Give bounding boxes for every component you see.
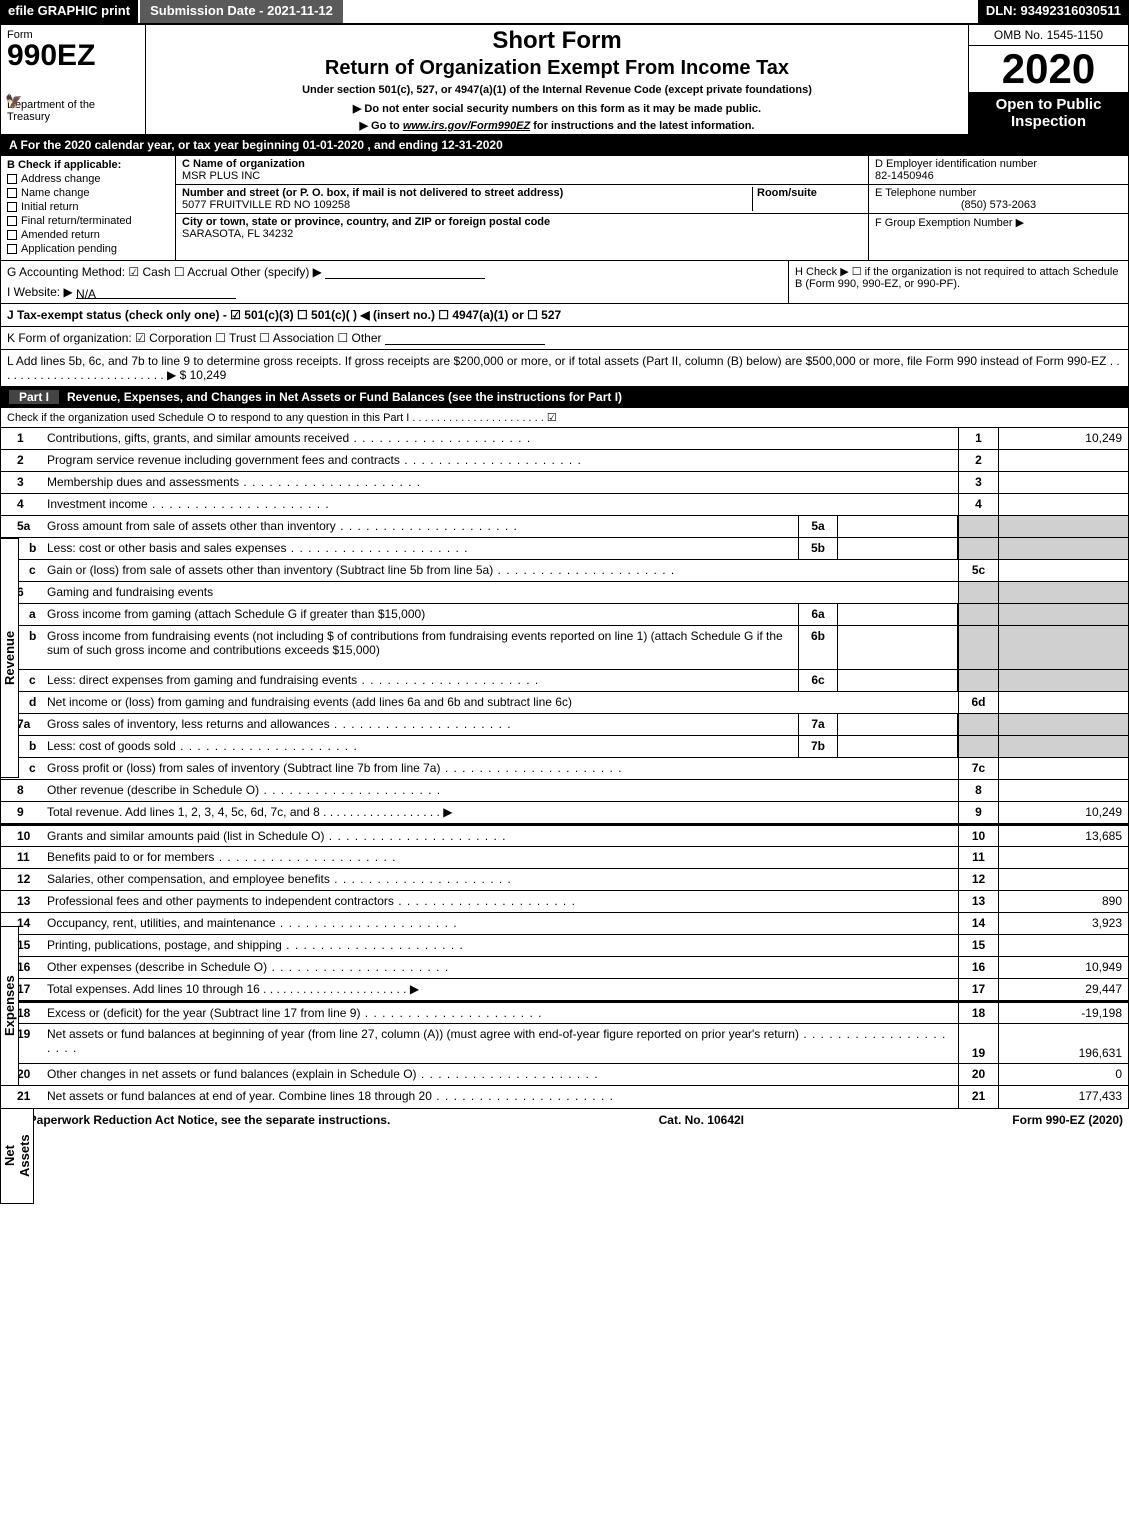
section-b: B Check if applicable: Address change Na… bbox=[1, 156, 176, 260]
header-right: OMB No. 1545-1150 2020 Open to Public In… bbox=[968, 25, 1128, 134]
phone-value: (850) 573-2063 bbox=[875, 199, 1122, 211]
line-7a: 7aGross sales of inventory, less returns… bbox=[1, 714, 1128, 736]
section-c: C Name of organization MSR PLUS INC Numb… bbox=[176, 156, 868, 260]
open-to-public: Open to Public Inspection bbox=[969, 92, 1128, 134]
org-name: MSR PLUS INC bbox=[182, 170, 260, 182]
gross-receipts-value: 10,249 bbox=[190, 368, 227, 382]
subtitle-ssn-warning: ▶ Do not enter social security numbers o… bbox=[152, 102, 962, 115]
form-ref: Form 990-EZ (2020) bbox=[1012, 1113, 1123, 1127]
department-label: Department of the Treasury bbox=[7, 99, 139, 123]
line-4: 4Investment income4 bbox=[1, 494, 1128, 516]
form-number: 990EZ bbox=[7, 41, 139, 71]
line-6a: aGross income from gaming (attach Schedu… bbox=[1, 604, 1128, 626]
line-6d: dNet income or (loss) from gaming and fu… bbox=[1, 692, 1128, 714]
accounting-method-label: G Accounting Method: bbox=[7, 265, 125, 279]
group-exemption-label: F Group Exemption Number ▶ bbox=[875, 217, 1024, 229]
accounting-method-opts: ☑ Cash ☐ Accrual Other (specify) ▶ bbox=[128, 265, 321, 279]
expenses-label: Expenses bbox=[0, 926, 19, 1086]
netassets-label: Net Assets bbox=[0, 1108, 34, 1204]
line-13: 13Professional fees and other payments t… bbox=[1, 891, 1128, 913]
chk-amended-return[interactable]: Amended return bbox=[7, 229, 169, 241]
section-gh: G Accounting Method: ☑ Cash ☐ Accrual Ot… bbox=[0, 261, 1129, 304]
tax-period-bar: A For the 2020 calendar year, or tax yea… bbox=[0, 135, 1129, 156]
chk-name-change[interactable]: Name change bbox=[7, 187, 169, 199]
goto-post: for instructions and the latest informat… bbox=[530, 120, 754, 132]
goto-pre: ▶ Go to bbox=[360, 120, 403, 132]
line-10: 10Grants and similar amounts paid (list … bbox=[1, 824, 1128, 847]
line-2: 2Program service revenue including gover… bbox=[1, 450, 1128, 472]
paperwork-notice: For Paperwork Reduction Act Notice, see … bbox=[6, 1113, 390, 1127]
tax-year: 2020 bbox=[969, 46, 1128, 92]
info-grid: B Check if applicable: Address change Na… bbox=[0, 156, 1129, 261]
line-1: 1Contributions, gifts, grants, and simil… bbox=[1, 428, 1128, 450]
line-5c: cGain or (loss) from sale of assets othe… bbox=[1, 560, 1128, 582]
submission-date: Submission Date - 2021-11-12 bbox=[140, 0, 343, 23]
room-label: Room/suite bbox=[757, 187, 817, 199]
efile-print-button[interactable]: efile GRAPHIC print bbox=[0, 0, 140, 23]
part-i-table: Revenue Expenses Net Assets 1Contributio… bbox=[0, 428, 1129, 1109]
line-6c: cLess: direct expenses from gaming and f… bbox=[1, 670, 1128, 692]
line-18: 18Excess or (deficit) for the year (Subt… bbox=[1, 1001, 1128, 1024]
part-i-check-row: Check if the organization used Schedule … bbox=[0, 408, 1129, 428]
section-j: J Tax-exempt status (check only one) - ☑… bbox=[0, 304, 1129, 327]
chk-application-pending[interactable]: Application pending bbox=[7, 243, 169, 255]
line-5b: bLess: cost or other basis and sales exp… bbox=[1, 538, 1128, 560]
irs-link[interactable]: www.irs.gov/Form990EZ bbox=[403, 120, 530, 132]
line-6b: bGross income from fundraising events (n… bbox=[1, 626, 1128, 670]
line-11: 11Benefits paid to or for members11 bbox=[1, 847, 1128, 869]
subtitle-section: Under section 501(c), 527, or 4947(a)(1)… bbox=[152, 84, 962, 96]
line-19: 19Net assets or fund balances at beginni… bbox=[1, 1024, 1128, 1064]
cat-no: Cat. No. 10642I bbox=[659, 1113, 744, 1127]
phone-label: E Telephone number bbox=[875, 187, 976, 199]
ein-label: D Employer identification number bbox=[875, 158, 1037, 170]
line-12: 12Salaries, other compensation, and empl… bbox=[1, 869, 1128, 891]
top-bar: efile GRAPHIC print Submission Date - 20… bbox=[0, 0, 1129, 24]
line-3: 3Membership dues and assessments3 bbox=[1, 472, 1128, 494]
city-label: City or town, state or province, country… bbox=[182, 216, 550, 228]
line-21: 21Net assets or fund balances at end of … bbox=[1, 1086, 1128, 1108]
line-17: 17Total expenses. Add lines 10 through 1… bbox=[1, 979, 1128, 1001]
title-short-form: Short Form bbox=[152, 27, 962, 55]
org-name-label: C Name of organization bbox=[182, 158, 305, 170]
website-value: N/A bbox=[76, 287, 236, 299]
section-def: D Employer identification number 82-1450… bbox=[868, 156, 1128, 260]
addr-value: 5077 FRUITVILLE RD NO 109258 bbox=[182, 199, 350, 211]
subtitle-link-row: ▶ Go to www.irs.gov/Form990EZ for instru… bbox=[152, 119, 962, 132]
page-footer: For Paperwork Reduction Act Notice, see … bbox=[0, 1109, 1129, 1131]
title-return: Return of Organization Exempt From Incom… bbox=[152, 57, 962, 80]
header-center: Short Form Return of Organization Exempt… bbox=[146, 25, 968, 134]
part-i-title: Revenue, Expenses, and Changes in Net As… bbox=[67, 390, 622, 404]
revenue-label: Revenue bbox=[0, 538, 19, 778]
form-header: Form 990EZ 🦅 Department of the Treasury … bbox=[0, 24, 1129, 135]
city-value: SARASOTA, FL 34232 bbox=[182, 228, 293, 240]
dln-label: DLN: 93492316030511 bbox=[978, 0, 1129, 23]
line-16: 16Other expenses (describe in Schedule O… bbox=[1, 957, 1128, 979]
header-left: Form 990EZ 🦅 Department of the Treasury bbox=[1, 25, 146, 134]
section-b-label: B Check if applicable: bbox=[7, 159, 169, 171]
chk-address-change[interactable]: Address change bbox=[7, 173, 169, 185]
chk-initial-return[interactable]: Initial return bbox=[7, 201, 169, 213]
line-7b: bLess: cost of goods sold7b bbox=[1, 736, 1128, 758]
part-i-label: Part I bbox=[9, 390, 59, 404]
line-7c: cGross profit or (loss) from sales of in… bbox=[1, 758, 1128, 780]
section-l: L Add lines 5b, 6c, and 7b to line 9 to … bbox=[0, 350, 1129, 387]
line-9: 9Total revenue. Add lines 1, 2, 3, 4, 5c… bbox=[1, 802, 1128, 824]
addr-label: Number and street (or P. O. box, if mail… bbox=[182, 187, 563, 199]
chk-final-return[interactable]: Final return/terminated bbox=[7, 215, 169, 227]
line-15: 15Printing, publications, postage, and s… bbox=[1, 935, 1128, 957]
line-20: 20Other changes in net assets or fund ba… bbox=[1, 1064, 1128, 1086]
section-k: K Form of organization: ☑ Corporation ☐ … bbox=[0, 327, 1129, 350]
ein-value: 82-1450946 bbox=[875, 170, 934, 182]
eagle-icon: 🦅 bbox=[5, 93, 22, 110]
line-6: 6Gaming and fundraising events bbox=[1, 582, 1128, 604]
line-14: 14Occupancy, rent, utilities, and mainte… bbox=[1, 913, 1128, 935]
section-h: H Check ▶ ☐ if the organization is not r… bbox=[788, 261, 1128, 303]
part-i-header: Part I Revenue, Expenses, and Changes in… bbox=[0, 387, 1129, 408]
omb-number: OMB No. 1545-1150 bbox=[969, 25, 1128, 46]
line-8: 8Other revenue (describe in Schedule O)8 bbox=[1, 780, 1128, 802]
website-label: I Website: ▶ bbox=[7, 285, 73, 299]
line-5a: 5aGross amount from sale of assets other… bbox=[1, 516, 1128, 538]
